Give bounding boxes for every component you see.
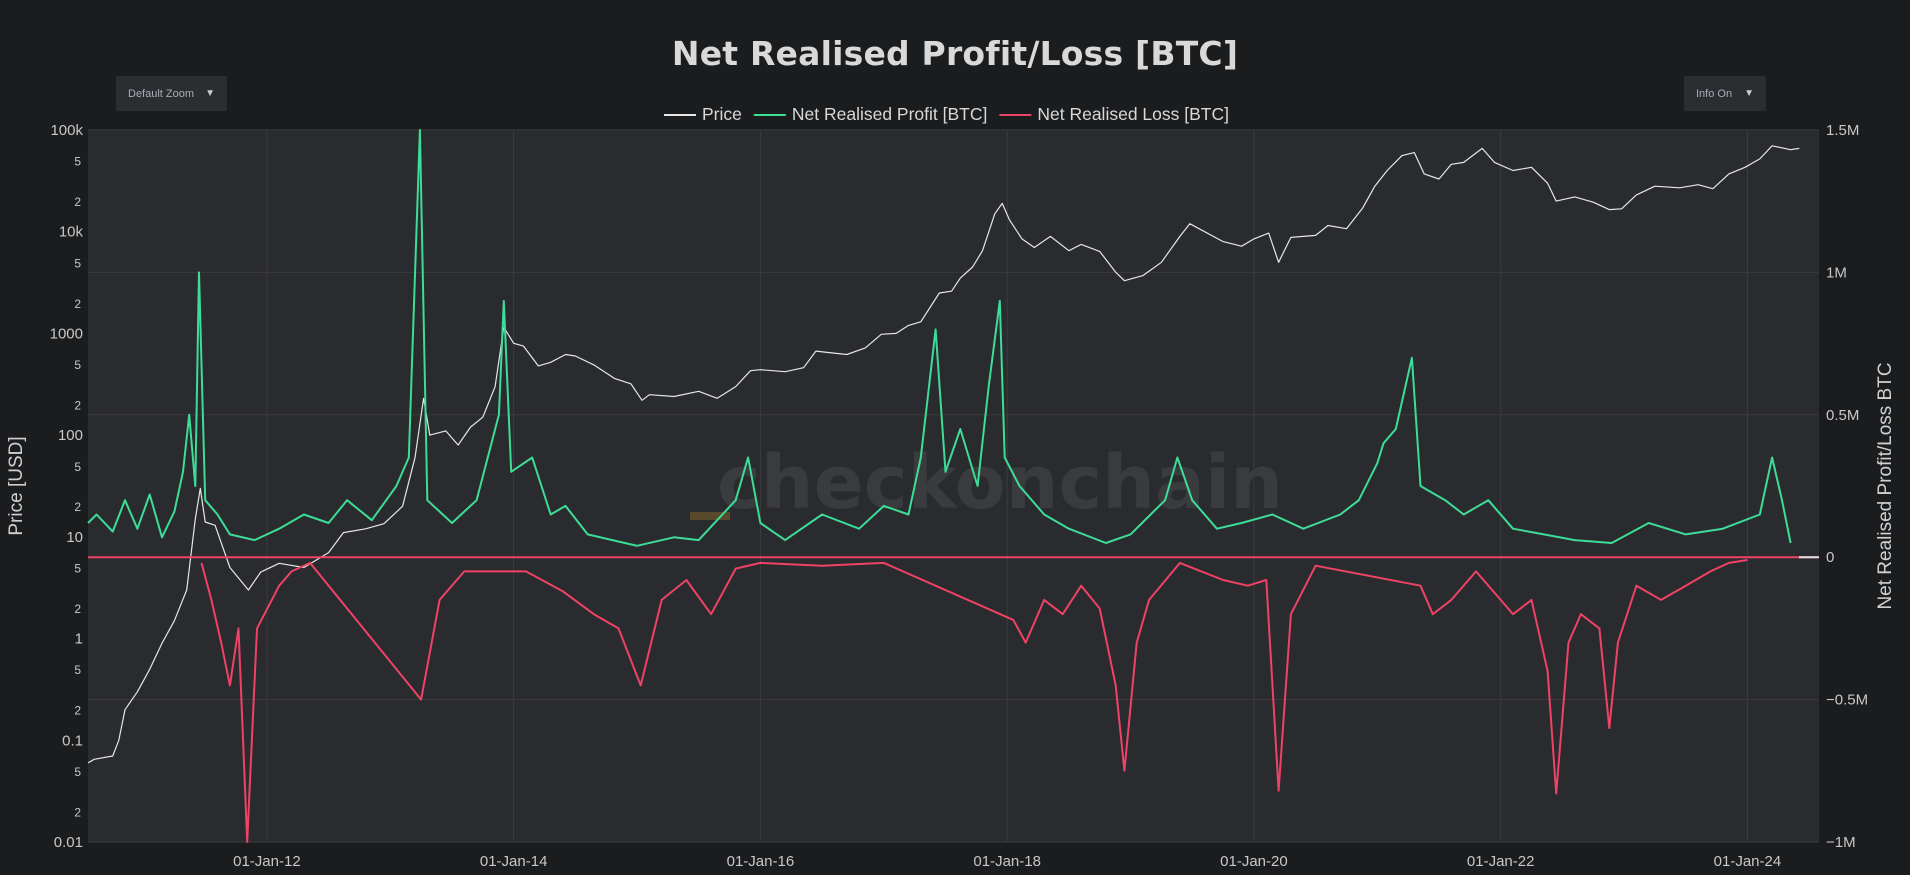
info-dropdown-label: Info On — [1696, 87, 1733, 100]
y-left-tick-label: 1000 — [50, 325, 83, 342]
y-right-tick-label: −1M — [1826, 834, 1856, 851]
y-right-tick-label: 0.5M — [1826, 407, 1859, 424]
y-right-tick-label: 0 — [1826, 549, 1834, 566]
chevron-down-icon: ▼ — [1744, 88, 1754, 99]
watermark-text: checkonchain — [717, 440, 1283, 526]
y-left-tick-label: 5 — [74, 561, 81, 575]
loss-line — [200, 559, 1748, 843]
y-left-tick-label: 5 — [74, 155, 81, 169]
grid-lines — [88, 129, 1819, 843]
x-tick-label: 01-Jan-18 — [973, 853, 1041, 870]
legend-item[interactable]: Net Realised Loss [BTC] — [999, 104, 1229, 124]
x-tick-label: 01-Jan-22 — [1467, 853, 1535, 870]
y-left-tick-label: 2 — [74, 297, 81, 311]
y-left-tick-label: 5 — [74, 358, 81, 372]
profit-line — [87, 129, 1792, 547]
y-left-tick-label: 2 — [74, 704, 81, 718]
y-left-tick-label: 5 — [74, 663, 81, 677]
chevron-down-icon: ▼ — [205, 88, 215, 99]
plot-background — [88, 130, 1819, 842]
watermark-logo-bar — [690, 512, 730, 520]
y-right-tick-label: 1.5M — [1826, 122, 1859, 139]
y-left-tick-label: 5 — [74, 256, 81, 270]
x-tick-label: 01-Jan-24 — [1714, 853, 1782, 870]
legend-label: Net Realised Loss [BTC] — [1037, 104, 1229, 124]
y-left-tick-label: 100k — [50, 122, 83, 139]
y-left-tick-label: 2 — [74, 195, 81, 209]
x-tick-label: 01-Jan-16 — [727, 853, 795, 870]
legend-label: Net Realised Profit [BTC] — [792, 104, 987, 124]
y-left-tick-label: 2 — [74, 399, 81, 413]
legend[interactable]: Price Net Realised Profit [BTC] Net Realis… — [664, 104, 1229, 124]
y-right-tick-label: −0.5M — [1826, 692, 1868, 709]
legend-item[interactable]: Net Realised Profit [BTC] — [753, 104, 987, 124]
y-left-tick-label: 2 — [74, 500, 81, 514]
axes: 01-Jan-12 01-Jan-14 01-Jan-16 01-Jan-18 01-J… — [6, 122, 1896, 870]
y-left-tick-label: 0.1 — [62, 732, 83, 749]
y-right-axis-title: Net Realised Profit/Loss BTC — [1875, 362, 1896, 609]
chart-title: Net Realised Profit/Loss [BTC] — [671, 34, 1239, 73]
y-left-tick-label: 2 — [74, 602, 81, 616]
y-left-axis-title: Price [USD] — [6, 436, 27, 535]
zoom-dropdown[interactable]: Default Zoom ▼ — [116, 76, 227, 111]
x-tick-label: 01-Jan-14 — [480, 853, 548, 870]
y-right-tick-label: 1M — [1826, 264, 1847, 281]
y-left-tick-label: 10k — [59, 224, 84, 241]
series-group — [87, 129, 1819, 843]
y-left-tick-label: 1 — [75, 631, 83, 648]
x-tick-label: 01-Jan-12 — [233, 853, 301, 870]
y-left-tick-label: 100 — [58, 427, 83, 444]
price-line — [87, 145, 1800, 764]
x-tick-label: 01-Jan-20 — [1220, 853, 1288, 870]
y-left-tick-label: 5 — [74, 765, 81, 779]
y-left-tick-label: 10 — [66, 529, 83, 546]
legend-item[interactable]: Price — [664, 104, 742, 124]
y-left-tick-label: 0.01 — [54, 834, 83, 851]
info-dropdown[interactable]: Info On ▼ — [1684, 76, 1766, 111]
legend-label: Price — [702, 104, 742, 124]
zoom-dropdown-label: Default Zoom — [128, 87, 195, 100]
y-left-tick-label: 2 — [74, 805, 81, 819]
y-left-tick-label: 5 — [74, 460, 81, 474]
